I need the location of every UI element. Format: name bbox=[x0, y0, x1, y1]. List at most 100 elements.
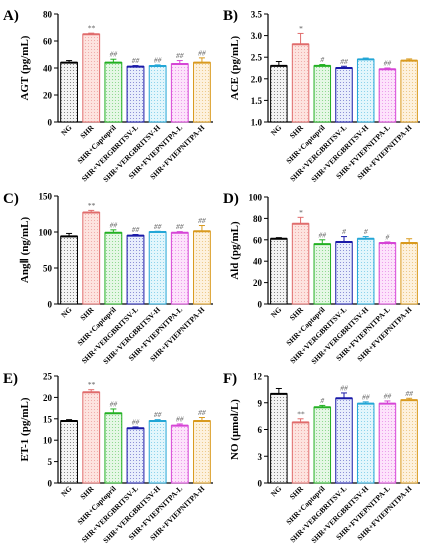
chart-panel: B)ACE (pg/mL)1.01.52.02.53.03.5NG*SHR#SH… bbox=[223, 8, 420, 184]
y-tick-label: 80 bbox=[253, 214, 263, 224]
significance-label: # bbox=[320, 55, 324, 64]
significance-label: ** bbox=[87, 380, 95, 389]
bar bbox=[60, 62, 78, 123]
significance-label: ## bbox=[132, 417, 140, 426]
bar bbox=[82, 212, 101, 305]
significance-label: ## bbox=[384, 391, 392, 400]
panel-label: D) bbox=[223, 191, 239, 207]
significance-label: ## bbox=[176, 414, 184, 423]
y-tick-label: 10 bbox=[43, 436, 53, 446]
bar bbox=[104, 232, 123, 305]
significance-label: ## bbox=[362, 392, 370, 401]
y-tick-label: 2.5 bbox=[251, 53, 263, 63]
bar bbox=[193, 420, 211, 484]
panel-label: B) bbox=[223, 8, 238, 24]
y-tick-label: 15 bbox=[43, 414, 53, 424]
y-tick-label: 0 bbox=[258, 479, 263, 489]
significance-label: ## bbox=[176, 222, 184, 231]
bar bbox=[378, 68, 397, 123]
bar bbox=[60, 235, 78, 305]
chart-panel: F)NO (μmol/L)036912NG**SHR#SHR+Captopril… bbox=[223, 371, 420, 545]
significance-label: ## bbox=[110, 220, 118, 229]
bar bbox=[356, 238, 375, 305]
bar bbox=[291, 223, 310, 305]
significance-label: ## bbox=[132, 225, 140, 234]
significance-label: ## bbox=[154, 410, 162, 419]
bar bbox=[313, 243, 332, 305]
bar bbox=[170, 232, 189, 305]
bar bbox=[126, 427, 145, 484]
significance-label: ## bbox=[176, 51, 184, 60]
y-tick-label: 1.5 bbox=[251, 96, 263, 106]
bar bbox=[126, 66, 145, 123]
y-tick-label: 150 bbox=[39, 192, 53, 202]
bar bbox=[170, 425, 189, 484]
bar bbox=[148, 231, 167, 305]
bar bbox=[193, 230, 211, 305]
bar bbox=[104, 412, 123, 484]
y-tick-label: 40 bbox=[43, 64, 53, 74]
bar bbox=[335, 67, 353, 123]
bar bbox=[378, 403, 397, 484]
bar bbox=[270, 238, 288, 305]
y-tick-label: 100 bbox=[249, 193, 263, 203]
significance-label: ## bbox=[110, 50, 118, 59]
significance-label: ## bbox=[110, 399, 118, 408]
bar bbox=[356, 403, 375, 484]
y-tick-label: 100 bbox=[39, 228, 53, 238]
y-axis-title: NO (μmol/L) bbox=[229, 399, 241, 460]
significance-label: ** bbox=[87, 201, 95, 210]
y-tick-label: 20 bbox=[253, 278, 263, 288]
y-axis-title: ACE (pg/mL) bbox=[229, 35, 241, 100]
y-tick-label: 25 bbox=[43, 372, 53, 382]
significance-label: ## bbox=[154, 55, 162, 64]
bar bbox=[148, 420, 167, 484]
y-tick-label: 1.0 bbox=[251, 118, 263, 128]
bar bbox=[313, 406, 332, 484]
y-tick-label: 0 bbox=[48, 118, 53, 128]
significance-label: ## bbox=[198, 48, 206, 57]
bar bbox=[313, 65, 332, 123]
significance-label: ## bbox=[384, 59, 392, 68]
bar bbox=[82, 391, 101, 484]
bar bbox=[291, 421, 310, 484]
y-tick-label: 80 bbox=[43, 10, 53, 20]
bar bbox=[400, 399, 418, 484]
y-tick-label: 3.0 bbox=[251, 31, 263, 41]
significance-label: # bbox=[364, 227, 368, 236]
bar bbox=[170, 63, 189, 123]
bar bbox=[400, 60, 418, 123]
bar bbox=[60, 420, 78, 484]
y-axis-title: Ald (pg/mL) bbox=[229, 221, 241, 280]
bar bbox=[356, 58, 375, 123]
bar bbox=[148, 65, 167, 123]
panel-label: A) bbox=[3, 8, 19, 24]
y-tick-label: 50 bbox=[43, 264, 53, 274]
significance-label: ## bbox=[198, 216, 206, 225]
y-tick-label: 0 bbox=[48, 479, 53, 489]
bar bbox=[378, 242, 397, 305]
y-tick-label: 12 bbox=[253, 372, 263, 382]
y-axis-title: ET-1 (pg/mL) bbox=[19, 397, 31, 461]
panel-label: F) bbox=[223, 371, 237, 387]
chart-panel: C)AngⅡ (ng/mL)050100150NG**SHR##SHR+Capt… bbox=[3, 191, 213, 366]
y-tick-label: 9 bbox=[258, 398, 263, 408]
significance-label: ** bbox=[87, 24, 95, 33]
significance-label: # bbox=[320, 396, 324, 405]
significance-label: ** bbox=[297, 409, 305, 418]
y-tick-label: 20 bbox=[43, 393, 53, 403]
panel-label: C) bbox=[3, 191, 19, 207]
y-tick-label: 60 bbox=[43, 37, 53, 47]
bar bbox=[400, 242, 418, 305]
bar bbox=[335, 397, 353, 484]
y-tick-label: 2.0 bbox=[251, 74, 263, 84]
significance-label: ## bbox=[340, 57, 348, 66]
bar bbox=[291, 43, 310, 123]
y-tick-label: 0 bbox=[258, 300, 263, 310]
y-tick-label: 5 bbox=[48, 457, 53, 467]
significance-label: ## bbox=[340, 383, 348, 392]
significance-label: ## bbox=[132, 56, 140, 65]
significance-label: * bbox=[299, 208, 303, 217]
bar bbox=[82, 33, 101, 123]
